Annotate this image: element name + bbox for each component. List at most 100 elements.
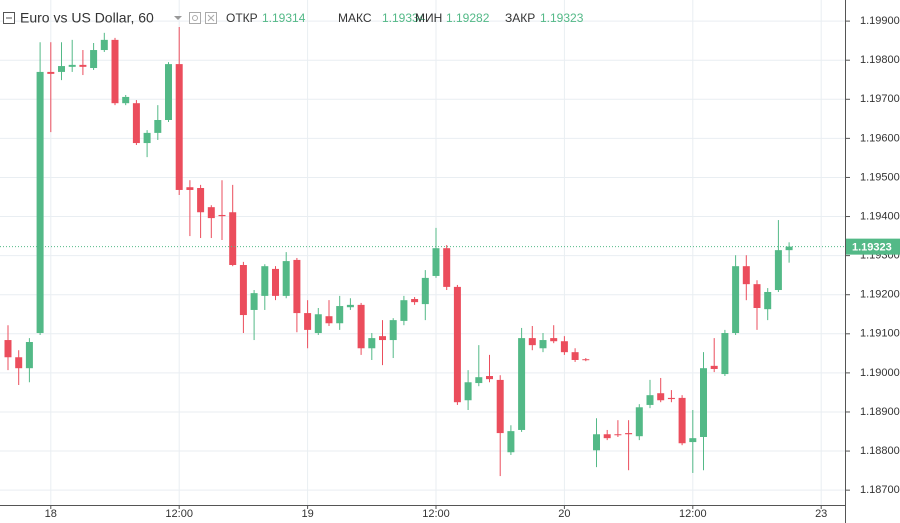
candle-body: [785, 246, 793, 251]
candle-body: [496, 379, 504, 434]
settings-icon[interactable]: [189, 12, 201, 24]
candle-body: [314, 314, 322, 334]
candle-body: [614, 434, 622, 436]
candles: [4, 26, 793, 477]
last-price-label: 1.19323: [852, 242, 892, 254]
candle-body: [550, 338, 558, 342]
candle-body: [100, 39, 108, 51]
header: Euro vs US Dollar, 60 ОТКР 1.19314 МАКС …: [3, 10, 584, 26]
candle-body: [571, 352, 579, 360]
low-label: МИН: [415, 11, 442, 25]
last-price-box: [846, 238, 900, 255]
candle-body: [229, 212, 237, 266]
candle-body: [132, 103, 140, 144]
candle-body: [36, 71, 44, 334]
candle-body: [143, 132, 151, 144]
high-value: 1.19334: [382, 11, 426, 25]
candle-body: [432, 248, 440, 276]
candle-body: [710, 365, 718, 369]
candle-body: [346, 304, 354, 308]
candle-body: [518, 338, 526, 430]
candle-body: [582, 359, 590, 361]
candle-body: [325, 316, 333, 324]
close-label: ЗАКР: [505, 11, 535, 25]
y-tick-label: 1.19000: [860, 367, 900, 379]
y-tick-label: 1.19200: [860, 289, 900, 301]
y-tick-label: 1.19700: [860, 93, 900, 105]
candle-body: [47, 71, 55, 74]
y-tick-label: 1.19500: [860, 171, 900, 183]
x-tick-label: 19: [301, 508, 313, 520]
y-tick-label: 1.18800: [860, 445, 900, 457]
close-icon-x: [207, 14, 215, 22]
x-tick-label: 12:00: [422, 508, 450, 520]
candle-body: [528, 338, 536, 346]
x-tick-label: 20: [558, 508, 570, 520]
y-tick-label: 1.19900: [860, 15, 900, 27]
candle-body: [753, 284, 761, 309]
candle-body: [239, 265, 247, 316]
settings-icon-circle: [192, 15, 198, 21]
candle-body: [700, 368, 707, 437]
candle-body: [389, 320, 397, 341]
chart-title: Euro vs US Dollar, 60: [20, 10, 154, 26]
candle-body: [58, 66, 65, 72]
y-tick-label: 1.18700: [860, 484, 900, 496]
x-tick-label: 23: [815, 508, 827, 520]
candle-body: [79, 64, 87, 67]
candle-body: [539, 340, 547, 349]
y-tick-label: 1.18900: [860, 406, 900, 418]
y-tick-label: 1.19800: [860, 54, 900, 66]
y-tick-label: 1.19600: [860, 132, 900, 144]
candle-body: [218, 214, 226, 217]
candle-body: [400, 300, 408, 321]
candle-body: [507, 431, 515, 453]
open-label: ОТКР: [226, 11, 258, 25]
candle-body: [443, 248, 451, 287]
candle-body: [165, 64, 172, 120]
candle-body: [667, 397, 675, 400]
candle-body: [411, 299, 419, 303]
candle-body: [175, 64, 183, 190]
candle-body: [186, 187, 194, 190]
candle-body: [774, 250, 782, 291]
candle-body: [197, 188, 205, 213]
candle-body: [25, 342, 33, 369]
candle-body: [742, 266, 750, 285]
candle-body: [272, 268, 279, 296]
candle-body: [90, 50, 98, 69]
candle-body: [15, 357, 23, 369]
candle-body: [453, 286, 461, 403]
dropdown-arrow[interactable]: [174, 16, 182, 20]
candle-body: [304, 313, 312, 330]
close-value: 1.19323: [540, 11, 584, 25]
candle-body: [282, 261, 290, 296]
candle-body: [593, 434, 600, 451]
x-tick-label: 12:00: [165, 508, 193, 520]
candle-body: [207, 207, 215, 219]
candle-body: [250, 293, 258, 310]
y-tick-label: 1.19100: [860, 328, 900, 340]
low-value: 1.19282: [446, 11, 490, 25]
candle-body: [678, 397, 686, 444]
candle-body: [379, 336, 386, 341]
candle-body: [336, 306, 344, 324]
candle-body: [603, 434, 611, 439]
candle-body: [635, 407, 643, 437]
candle-body: [764, 291, 772, 310]
candle-body: [68, 64, 76, 67]
candle-body: [368, 338, 376, 349]
open-value: 1.19314: [262, 11, 306, 25]
candle-body: [625, 433, 633, 435]
candle-body: [486, 376, 493, 380]
candle-body: [111, 39, 119, 104]
y-tick-label: 1.19400: [860, 210, 900, 222]
candle-body: [464, 382, 472, 401]
candle-body: [732, 266, 740, 334]
candle-body: [4, 340, 12, 358]
candle-body: [357, 304, 365, 349]
candle-body: [122, 96, 130, 104]
candle-body: [421, 277, 429, 305]
candle-body: [293, 259, 301, 314]
